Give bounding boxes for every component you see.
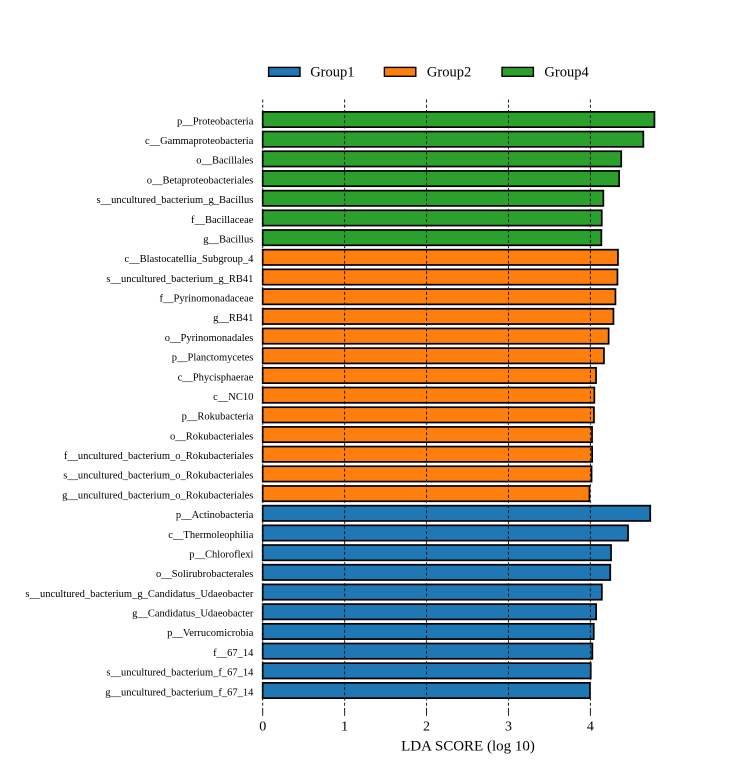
svg-text:s__uncultured_bacterium_o_Roku: s__uncultured_bacterium_o_Rokubacteriale… [63, 471, 253, 482]
svg-text:c__Blastocatellia_Subgroup_4: c__Blastocatellia_Subgroup_4 [124, 254, 254, 265]
svg-text:p__Verrucomicrobia: p__Verrucomicrobia [167, 628, 254, 639]
svg-text:0: 0 [259, 720, 266, 735]
svg-text:Group1: Group1 [310, 64, 354, 80]
svg-text:g__Candidatus_Udaeobacter: g__Candidatus_Udaeobacter [132, 609, 254, 620]
svg-text:s__uncultured_bacterium_g_Cand: s__uncultured_bacterium_g_Candidatus_Uda… [25, 589, 254, 600]
svg-text:c__Thermoleophilia: c__Thermoleophilia [168, 530, 253, 541]
svg-text:f__uncultured_bacterium_o_Roku: f__uncultured_bacterium_o_Rokubacteriale… [64, 451, 254, 462]
svg-text:f__67_14: f__67_14 [213, 648, 254, 659]
svg-text:g__Bacillus: g__Bacillus [203, 234, 253, 245]
svg-text:Group2: Group2 [427, 64, 471, 80]
svg-text:s__uncultured_bacterium_g_Baci: s__uncultured_bacterium_g_Bacillus [97, 195, 254, 206]
svg-text:4: 4 [587, 720, 594, 735]
svg-text:s__uncultured_bacterium_f_67_1: s__uncultured_bacterium_f_67_14 [106, 668, 254, 679]
svg-text:2: 2 [423, 720, 430, 735]
svg-text:o__Bacillales: o__Bacillales [196, 156, 253, 167]
svg-text:g__uncultured_bacterium_f_67_1: g__uncultured_bacterium_f_67_14 [105, 687, 254, 698]
svg-text:LDA SCORE (log 10): LDA SCORE (log 10) [401, 738, 535, 754]
svg-text:o__Betaproteobacteriales: o__Betaproteobacteriales [147, 175, 254, 186]
svg-text:1: 1 [341, 720, 348, 735]
svg-text:g__RB41: g__RB41 [213, 313, 253, 324]
svg-text:Group4: Group4 [544, 64, 589, 80]
svg-text:o__Pyrinomonadales: o__Pyrinomonadales [165, 333, 254, 344]
svg-text:f__Bacillaceae: f__Bacillaceae [191, 215, 254, 226]
svg-text:3: 3 [505, 720, 512, 735]
svg-text:g__uncultured_bacterium_o_Roku: g__uncultured_bacterium_o_Rokubacteriale… [62, 490, 253, 501]
svg-text:p__Planctomycetes: p__Planctomycetes [172, 353, 254, 364]
svg-text:s__uncultured_bacterium_g_RB41: s__uncultured_bacterium_g_RB41 [106, 274, 253, 285]
svg-text:p__Chloroflexi: p__Chloroflexi [189, 549, 253, 560]
svg-text:f__Pyrinomonadaceae: f__Pyrinomonadaceae [160, 294, 254, 305]
svg-text:o__Rokubacteriales: o__Rokubacteriales [170, 431, 253, 442]
svg-text:o__Solirubrobacterales: o__Solirubrobacterales [156, 569, 253, 580]
svg-text:c__Phycisphaerae: c__Phycisphaerae [178, 372, 254, 383]
svg-text:p__Proteobacteria: p__Proteobacteria [177, 116, 254, 127]
svg-text:p__Rokubacteria: p__Rokubacteria [182, 412, 254, 423]
svg-text:c__NC10: c__NC10 [213, 392, 253, 403]
svg-text:c__Gammaproteobacteria: c__Gammaproteobacteria [145, 136, 254, 147]
svg-text:p__Actinobacteria: p__Actinobacteria [176, 510, 254, 521]
